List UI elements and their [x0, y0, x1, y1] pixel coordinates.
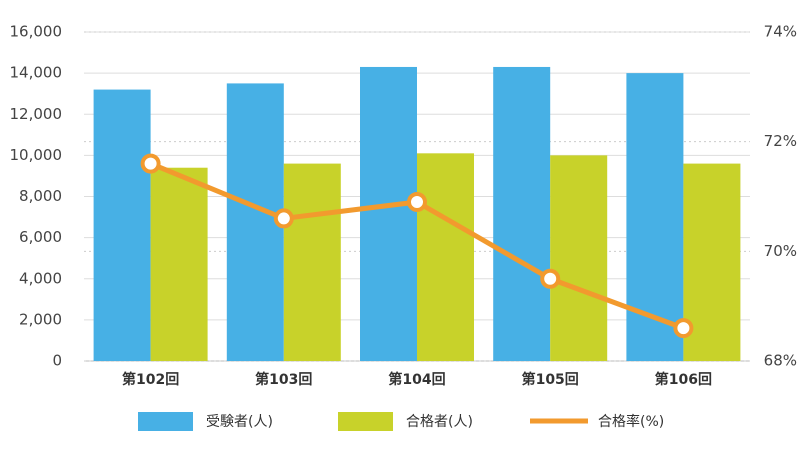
x-tick-label: 第102回	[122, 371, 179, 388]
legend-label: 合格率(%)	[598, 413, 664, 430]
bar	[550, 155, 608, 361]
y-tick-label: 14,000	[10, 64, 63, 82]
legend-label: 受験者(人)	[206, 414, 273, 430]
bar	[493, 66, 551, 362]
y-tick-label: 4,000	[19, 269, 62, 287]
line-marker	[673, 318, 694, 339]
y2-tick-label: 68%	[764, 352, 797, 370]
legend-swatch	[138, 412, 193, 431]
legend-swatch	[338, 412, 393, 431]
y2-tick-label: 70%	[764, 242, 797, 260]
bar	[93, 89, 151, 361]
y-tick-label: 2,000	[19, 310, 62, 328]
bar	[360, 66, 417, 362]
line-marker	[540, 268, 561, 289]
x-tick-label: 第104回	[388, 371, 445, 388]
legend-label: 合格者(人)	[406, 414, 473, 430]
y2-tick-label: 74%	[764, 23, 797, 41]
bar	[417, 153, 474, 361]
y-tick-label: 16,000	[10, 23, 63, 41]
y-tick-label: 12,000	[10, 105, 63, 123]
x-tick-label: 第103回	[255, 371, 312, 388]
y-tick-label: 10,000	[10, 146, 63, 164]
line-marker	[273, 208, 294, 229]
y-tick-label: 6,000	[19, 228, 62, 246]
y2-tick-label: 72%	[764, 132, 797, 150]
y-tick-label: 0	[52, 352, 62, 370]
line-marker	[140, 153, 161, 174]
line-marker	[407, 191, 427, 212]
bar	[226, 83, 284, 361]
bar	[150, 167, 208, 361]
y-tick-label: 8,000	[19, 187, 62, 205]
bar	[283, 163, 341, 361]
x-tick-label: 第105回	[522, 371, 579, 388]
x-tick-label: 第106回	[655, 371, 712, 388]
